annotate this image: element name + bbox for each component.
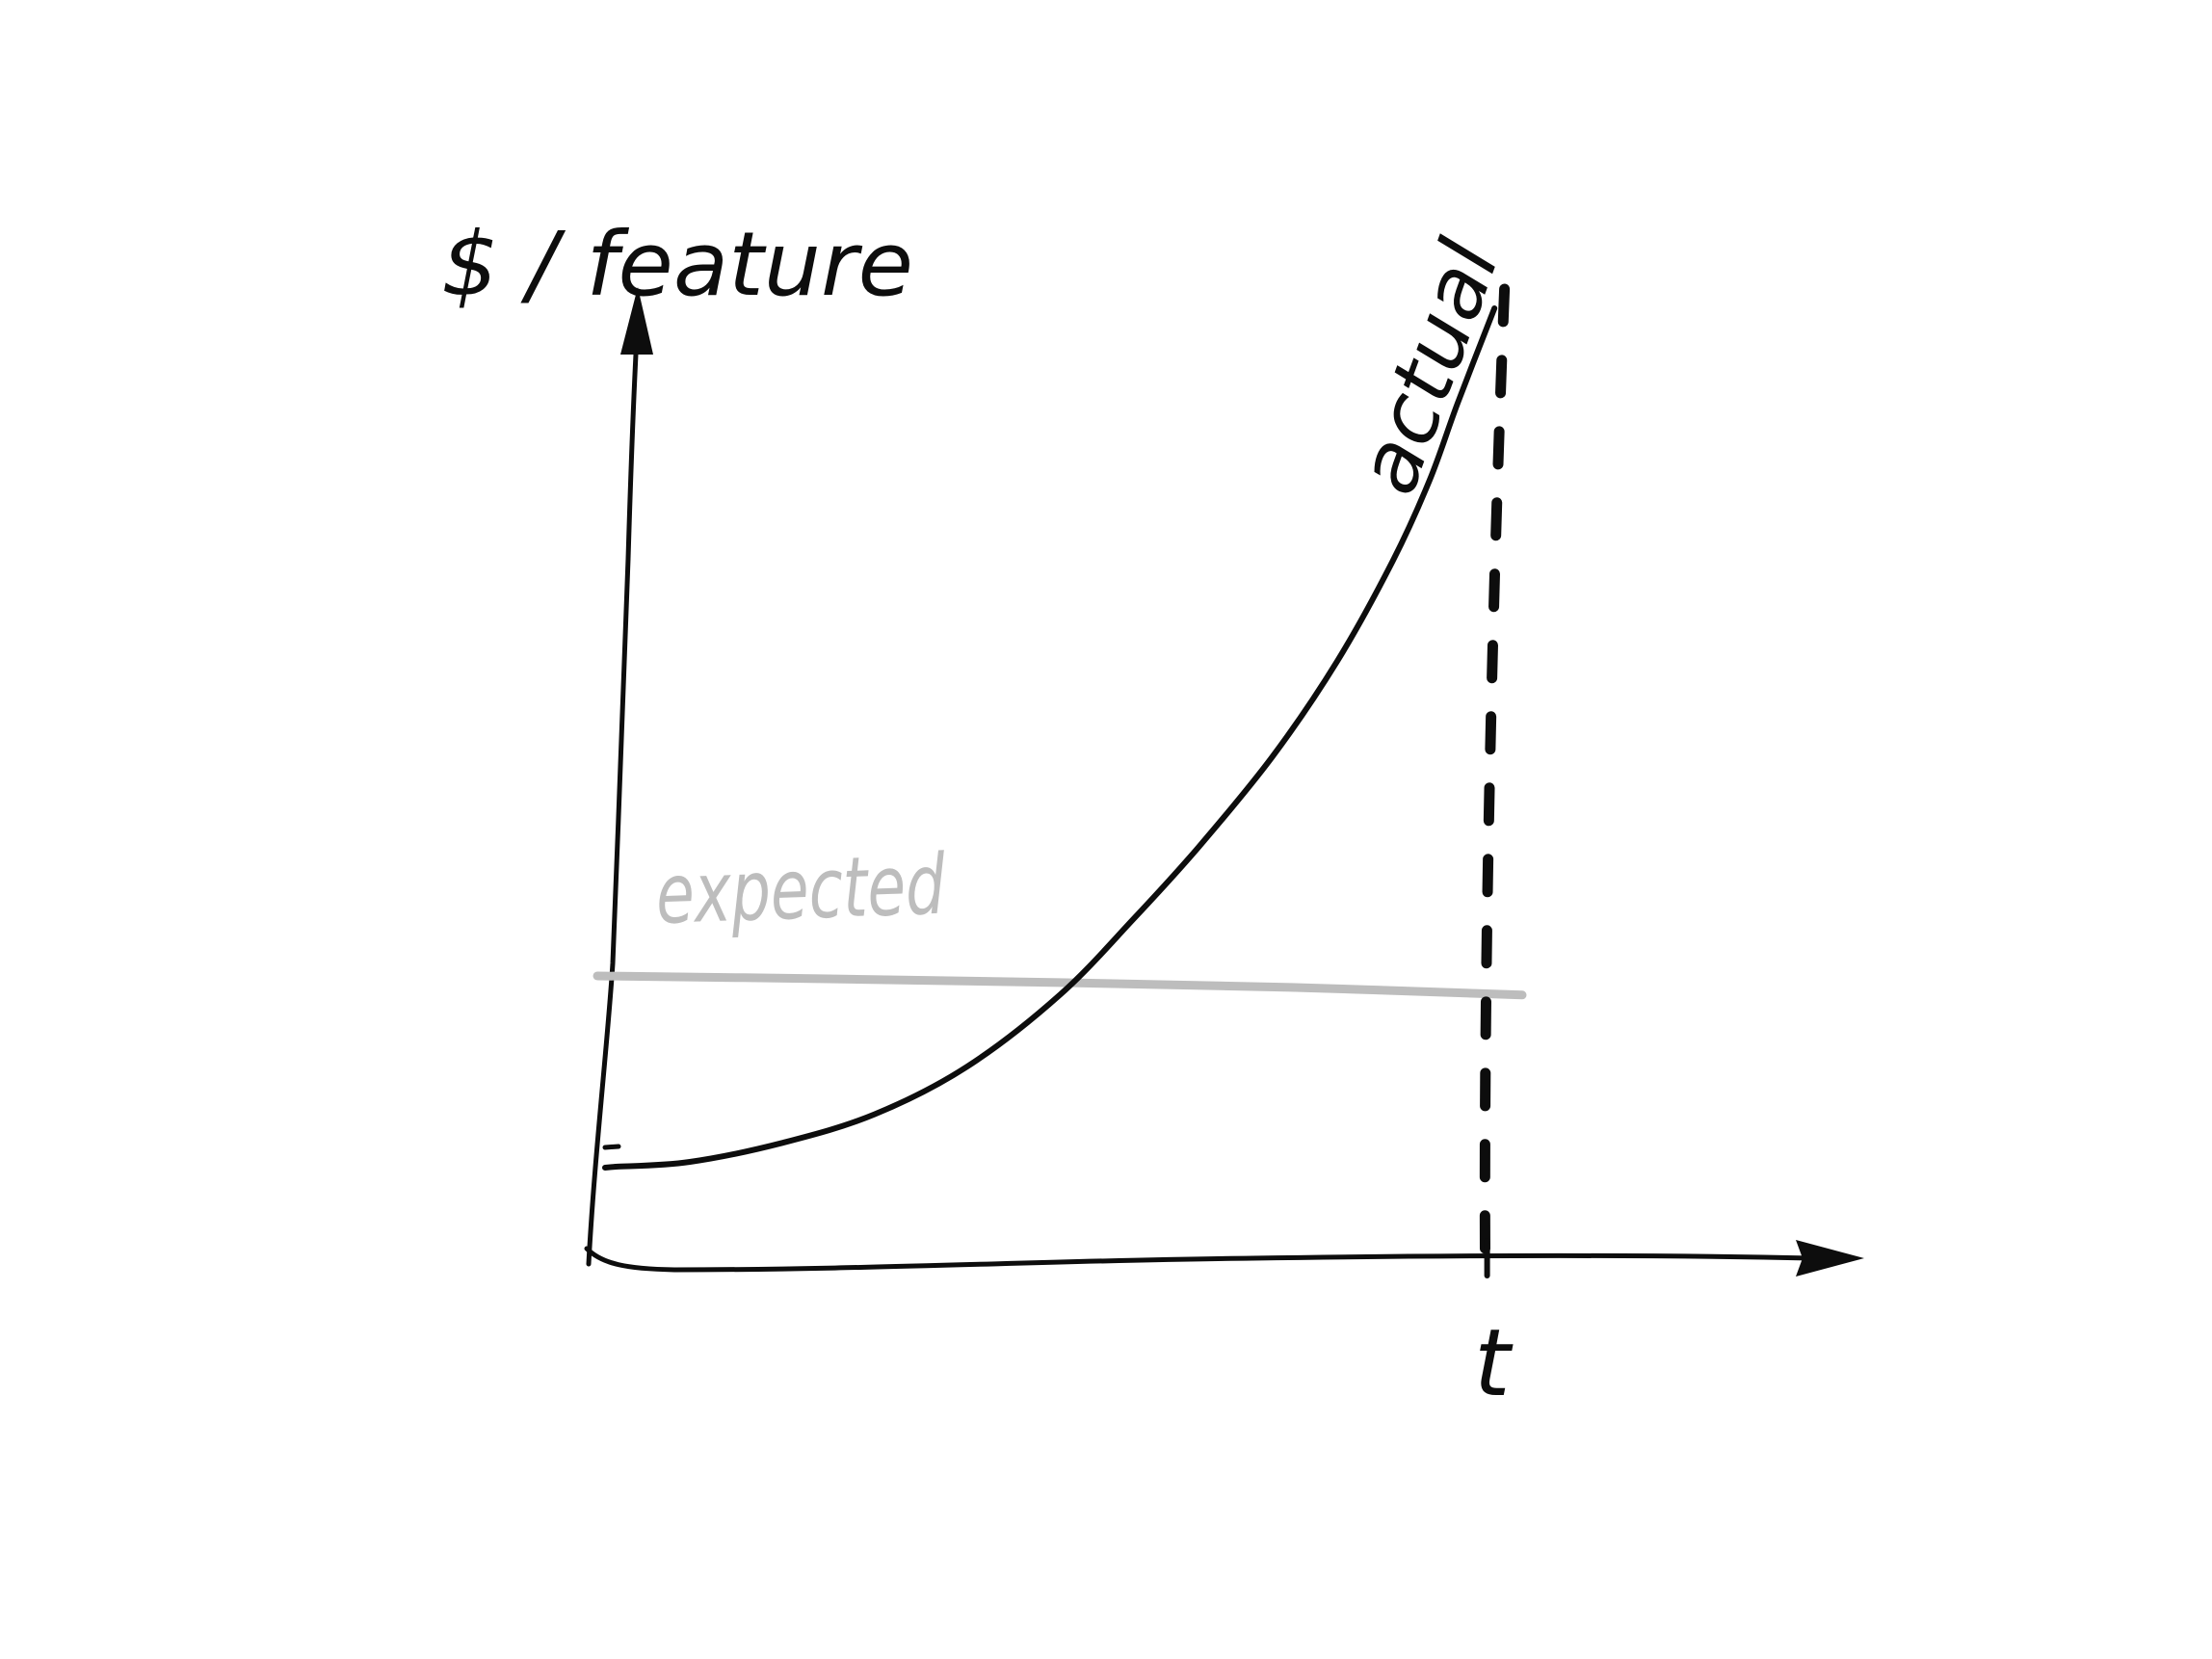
series-label-expected: expected bbox=[654, 837, 947, 943]
x-axis-label: t bbox=[1474, 1309, 1514, 1417]
y-axis-line bbox=[586, 315, 641, 1267]
series bbox=[592, 305, 1527, 1171]
series-label-actual: actual bbox=[1339, 228, 1518, 506]
series-line-actual bbox=[613, 305, 1498, 1170]
y-axis-arrowhead bbox=[620, 287, 653, 355]
deadline-dashed-line bbox=[1479, 283, 1511, 1277]
x-axis-line bbox=[584, 1246, 1814, 1273]
x-axis-arrowhead bbox=[1796, 1240, 1864, 1277]
series-line-expected bbox=[592, 971, 1527, 1000]
annotations bbox=[1479, 283, 1511, 1278]
series-line-actual-lead bbox=[602, 1164, 619, 1171]
y-axis-start-tick bbox=[602, 1144, 621, 1150]
axes bbox=[584, 287, 1864, 1277]
y-axis-label: $ / feature bbox=[441, 213, 913, 316]
